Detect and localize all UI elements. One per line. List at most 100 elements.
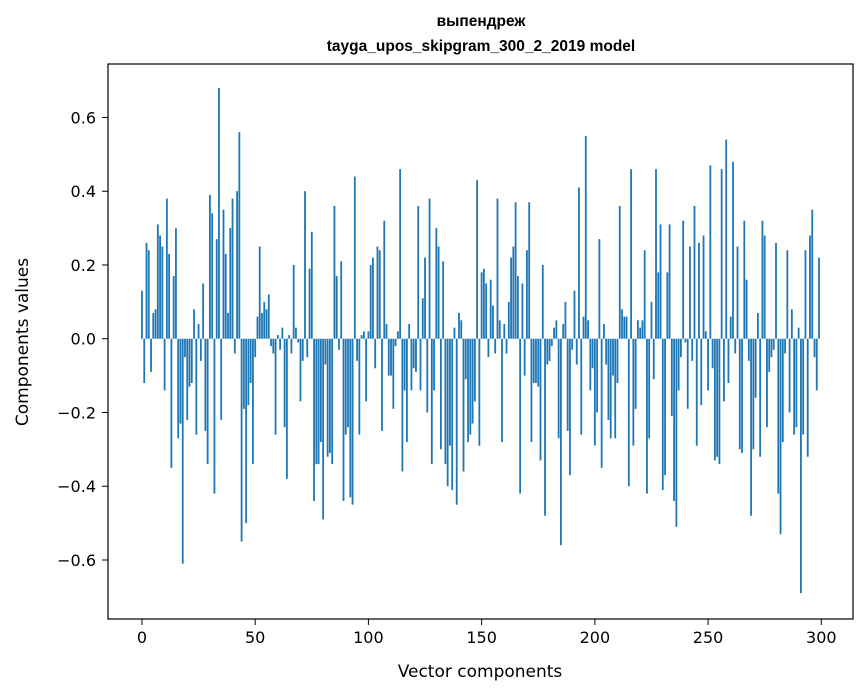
bar-252 (711, 338, 714, 369)
bar-256 (720, 169, 723, 339)
bar-248 (702, 235, 705, 339)
bar-249 (704, 331, 707, 339)
bar-266 (743, 220, 746, 339)
bar-134 (444, 338, 447, 465)
bar-29 (206, 338, 209, 465)
bar-214 (625, 316, 628, 339)
bar-0 (141, 290, 143, 339)
bar-200 (593, 338, 596, 446)
y-tick-label-6: 0.6 (71, 108, 96, 127)
bar-14 (172, 276, 175, 339)
bar-112 (394, 338, 397, 347)
bar-119 (410, 338, 413, 391)
bar-97 (360, 335, 363, 339)
bar-215 (627, 338, 630, 487)
bar-275 (763, 235, 766, 339)
bar-25 (197, 323, 200, 339)
bar-65 (288, 335, 291, 339)
bar-227 (655, 169, 657, 339)
bar-114 (399, 169, 402, 339)
bar-34 (218, 87, 220, 339)
bar-291 (800, 338, 802, 594)
bar-9 (161, 246, 164, 339)
bar-127 (428, 198, 431, 339)
bar-253 (713, 338, 716, 461)
bar-91 (347, 338, 349, 428)
bar-255 (718, 338, 721, 465)
bar-267 (745, 279, 748, 339)
chart-title: выпендреж (437, 13, 527, 30)
bar-296 (811, 209, 814, 339)
bars-group (141, 87, 820, 594)
bar-175 (537, 338, 540, 387)
bar-100 (367, 331, 370, 339)
bar-290 (797, 327, 800, 339)
bar-284 (784, 338, 786, 354)
bar-283 (781, 338, 784, 442)
bar-282 (779, 338, 782, 535)
bar-293 (804, 250, 807, 339)
bar-159 (501, 338, 503, 442)
bar-17 (179, 338, 182, 424)
bar-69 (297, 338, 300, 343)
bar-231 (664, 338, 666, 476)
bar-150 (480, 272, 483, 339)
bar-129 (433, 338, 435, 391)
bar-163 (510, 257, 512, 339)
bar-41 (233, 338, 236, 354)
bar-35 (220, 338, 223, 420)
bar-146 (471, 338, 474, 424)
bar-193 (578, 187, 580, 339)
bar-75 (310, 231, 313, 339)
bar-116 (403, 338, 406, 391)
bar-113 (396, 331, 399, 339)
bar-263 (736, 246, 739, 339)
bar-16 (177, 338, 180, 439)
bar-145 (469, 338, 472, 435)
bar-196 (584, 135, 587, 339)
bar-49 (252, 338, 254, 465)
bar-210 (616, 338, 619, 383)
bar-124 (421, 298, 424, 339)
bar-136 (449, 338, 451, 446)
bar-228 (657, 272, 660, 339)
bar-213 (623, 316, 626, 339)
bar-141 (460, 320, 463, 339)
plot-area-frame (107, 63, 854, 620)
bar-239 (682, 220, 685, 339)
bar-12 (168, 253, 171, 339)
bar-169 (523, 338, 526, 376)
bar-142 (462, 338, 465, 472)
bar-24 (195, 338, 198, 435)
y-tick-label-4: 0.2 (71, 256, 96, 275)
bar-261 (732, 161, 734, 339)
bar-137 (451, 338, 454, 490)
bar-28 (204, 338, 207, 431)
bar-43 (238, 132, 241, 339)
bar-105 (378, 250, 381, 339)
bar-8 (159, 235, 161, 339)
bar-58 (272, 338, 275, 354)
bar-187 (564, 301, 567, 339)
chart-subtitle: tayga_upos_skipgram_300_2_2019 model (327, 38, 635, 55)
bar-180 (548, 338, 551, 361)
bar-257 (723, 338, 725, 402)
bar-131 (437, 246, 440, 339)
bar-144 (467, 338, 469, 442)
bar-222 (643, 250, 646, 339)
bar-170 (526, 250, 528, 339)
bar-224 (648, 338, 651, 439)
bar-90 (344, 338, 347, 435)
bar-288 (793, 338, 796, 435)
bar-2 (145, 242, 148, 339)
bar-5 (152, 312, 155, 339)
bar-121 (415, 338, 417, 372)
bar-81 (324, 338, 327, 365)
bar-103 (374, 338, 377, 369)
bar-37 (224, 253, 227, 339)
bar-223 (646, 338, 648, 494)
bar-109 (387, 338, 390, 376)
x-tick-label-3: 150 (466, 628, 497, 647)
bar-87 (338, 338, 340, 350)
bar-176 (539, 338, 542, 461)
